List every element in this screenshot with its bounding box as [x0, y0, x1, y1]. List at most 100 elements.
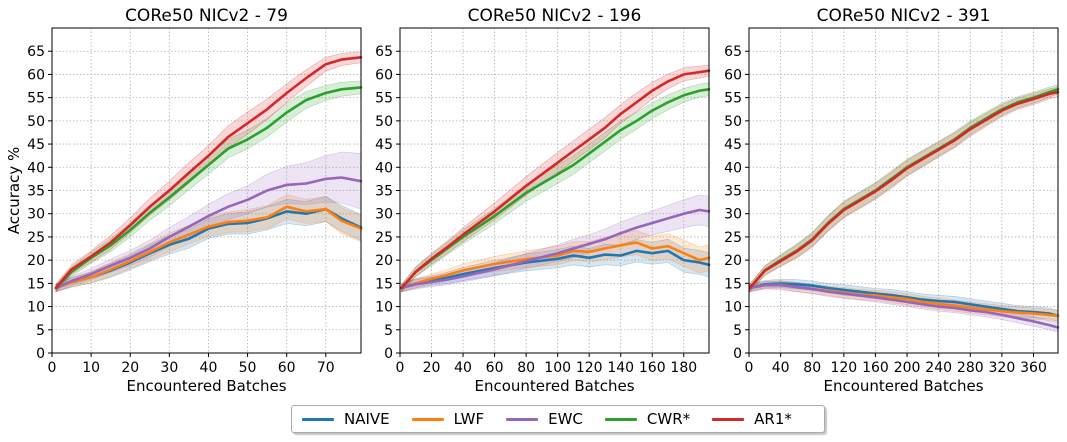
x-tick-label: 360: [1020, 360, 1047, 376]
y-tick-label: 55: [27, 91, 45, 107]
legend-item-ewc: EWC: [506, 410, 583, 428]
y-tick-label: 65: [724, 44, 742, 60]
y-tick-label: 10: [27, 300, 45, 316]
y-axis-label: Accuracy %: [5, 147, 23, 235]
x-tick-label: 70: [317, 360, 335, 376]
band-cwr: [749, 84, 1059, 293]
y-tick-label: 40: [27, 160, 45, 176]
x-tick-label: 40: [772, 360, 790, 376]
x-tick-label: 100: [544, 360, 571, 376]
legend-label-ewc: EWC: [548, 410, 583, 428]
series-line-naive: [748, 282, 1060, 318]
y-tick-label: 20: [724, 253, 742, 269]
y-tick-label: 35: [375, 184, 393, 200]
x-tick-label: 20: [423, 360, 441, 376]
y-tick-label: 50: [724, 114, 742, 130]
y-tick-label: 0: [733, 346, 742, 362]
x-axis-label: Encountered Batches: [126, 377, 286, 395]
series-line-ar1: [748, 90, 1060, 290]
y-tick-label: 0: [36, 346, 45, 362]
legend-label-cwr: CWR*: [646, 410, 691, 428]
y-tick-label: 30: [724, 207, 742, 223]
y-tick-label: 55: [375, 91, 393, 107]
x-tick-label: 320: [989, 360, 1016, 376]
series-line-ewc: [748, 283, 1060, 329]
legend: NAIVE LWF EWC CWR* AR1*: [291, 405, 825, 433]
y-tick-label: 5: [36, 323, 45, 339]
x-tick-label: 30: [160, 360, 178, 376]
chart-panel-3: 0 5 10 15 20 25 30 35 40 45 50 55 60 65 0 40 80 120 160 200…: [724, 6, 1060, 395]
series-line-ar1: [400, 69, 711, 290]
series-line-ar1: [54, 55, 363, 290]
legend-item-cwr: CWR*: [604, 410, 691, 428]
chart-title: CORe50 NICv2 - 79: [125, 6, 288, 26]
legend-swatch-ar1: [712, 417, 745, 421]
legend-swatch-ewc: [506, 417, 539, 421]
y-tick-label: 40: [724, 160, 742, 176]
y-tick-label: 25: [724, 230, 742, 246]
band-ar1: [749, 87, 1059, 293]
x-tick-label: 140: [607, 360, 634, 376]
y-tick-label: 40: [375, 160, 393, 176]
y-tick-label: 60: [724, 67, 742, 83]
legend-swatch-cwr: [604, 417, 637, 421]
chart-panel-1: 0 5 10 15 20 25 30 35 40 45 50 55 60 65 0 10 20 30 40 50 60 7…: [5, 6, 363, 395]
y-tick-label: 65: [375, 44, 393, 60]
y-tick-label: 60: [375, 67, 393, 83]
y-tick-label: 50: [27, 114, 45, 130]
x-tick-label: 180: [670, 360, 697, 376]
series-line-ewc: [400, 208, 711, 290]
legend-swatch-lwf: [411, 417, 444, 421]
x-tick-label: 120: [576, 360, 603, 376]
y-tick-label: 10: [375, 300, 393, 316]
y-tick-label: 15: [27, 276, 45, 292]
y-tick-label: 15: [724, 276, 742, 292]
y-tick-label: 45: [724, 137, 742, 153]
y-tick-label: 35: [724, 184, 742, 200]
chart-panel-2: 0 5 10 15 20 25 30 35 40 45 50 55 60 65 0 20 40 60 80 100 12…: [375, 6, 711, 395]
y-tick-label: 15: [375, 276, 393, 292]
x-tick-label: 0: [396, 360, 405, 376]
x-tick-label: 280: [957, 360, 984, 376]
y-tick-label: 20: [375, 253, 393, 269]
series-line-lwf: [54, 205, 363, 290]
legend-item-naive: NAIVE: [302, 410, 390, 428]
y-tick-label: 55: [724, 91, 742, 107]
y-tick-label: 25: [27, 230, 45, 246]
y-tick-label: 45: [375, 137, 393, 153]
y-tick-label: 0: [384, 346, 393, 362]
y-tick-label: 30: [375, 207, 393, 223]
legend-label-ar1: AR1*: [754, 410, 792, 428]
chart-title: CORe50 NICv2 - 391: [817, 6, 991, 26]
legend-swatch-naive: [302, 417, 334, 421]
x-tick-label: 80: [517, 360, 535, 376]
x-axis-label: Encountered Batches: [474, 377, 634, 395]
x-tick-label: 20: [121, 360, 139, 376]
x-tick-label: 0: [745, 360, 754, 376]
y-tick-label: 50: [375, 114, 393, 130]
x-tick-label: 160: [639, 360, 666, 376]
y-tick-label: 5: [733, 323, 742, 339]
x-tick-label: 80: [803, 360, 821, 376]
x-tick-label: 0: [48, 360, 57, 376]
x-tick-label: 40: [200, 360, 218, 376]
legend-item-ar1: AR1*: [712, 410, 792, 428]
x-tick-label: 240: [925, 360, 952, 376]
x-axis-label: Encountered Batches: [823, 377, 983, 395]
x-tick-label: 60: [486, 360, 504, 376]
y-tick-label: 10: [724, 300, 742, 316]
series-line-ewc: [54, 176, 363, 290]
chart-title: CORe50 NICv2 - 196: [468, 6, 642, 26]
series-line-lwf: [400, 241, 711, 290]
legend-label-lwf: LWF: [453, 410, 485, 428]
x-tick-label: 160: [862, 360, 889, 376]
series-line-cwr: [54, 86, 363, 290]
y-tick-label: 25: [375, 230, 393, 246]
y-tick-label: 5: [384, 323, 393, 339]
y-tick-label: 65: [27, 44, 45, 60]
x-tick-label: 60: [278, 360, 296, 376]
y-tick-label: 60: [27, 67, 45, 83]
x-tick-label: 10: [82, 360, 100, 376]
y-tick-label: 20: [27, 253, 45, 269]
